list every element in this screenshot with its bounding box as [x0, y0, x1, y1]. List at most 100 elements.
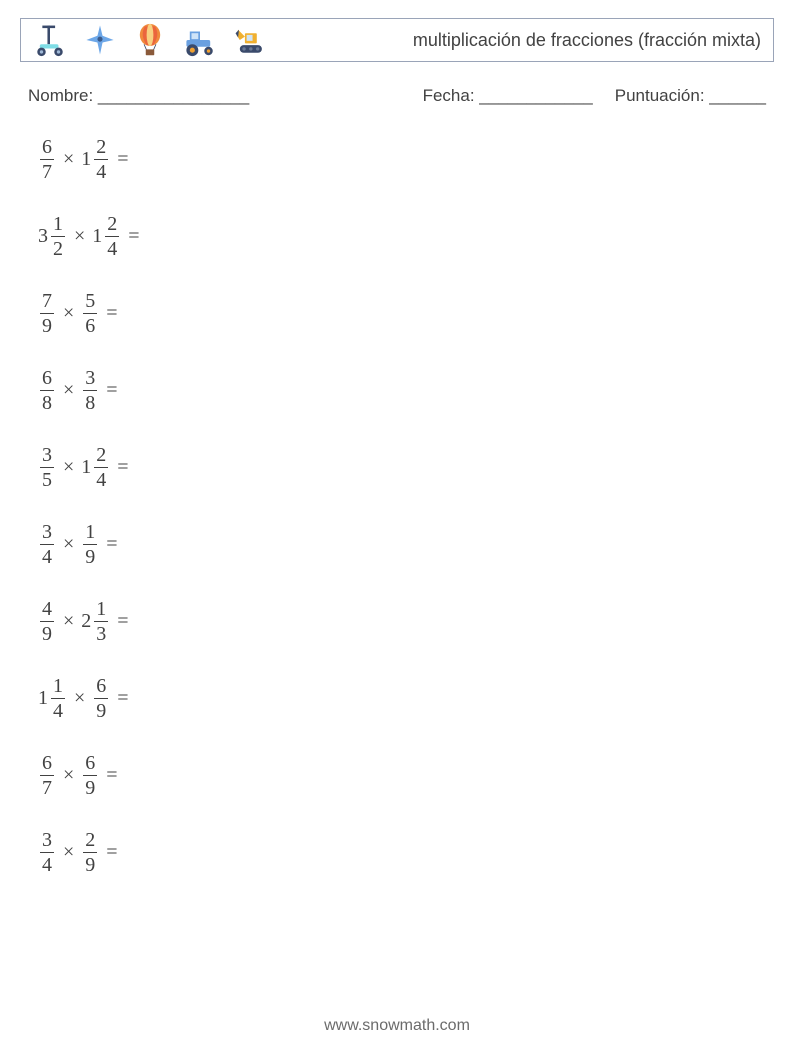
operator: ×: [63, 148, 74, 171]
numerator: 2: [94, 137, 108, 160]
denominator: 9: [83, 545, 97, 567]
tractor-icon: [183, 23, 217, 57]
fraction: 38: [83, 368, 97, 413]
equals-sign: =: [106, 841, 117, 864]
whole-number: 1: [92, 226, 102, 246]
numerator: 6: [40, 753, 54, 776]
operator: ×: [63, 610, 74, 633]
operator: ×: [63, 533, 74, 556]
denominator: 7: [40, 160, 54, 182]
operator: ×: [74, 687, 85, 710]
operator: ×: [63, 379, 74, 402]
problem-row: 68×38=: [38, 367, 774, 413]
numerator: 3: [40, 830, 54, 853]
denominator: 4: [51, 699, 65, 721]
denominator: 4: [94, 160, 108, 182]
denominator: 6: [83, 314, 97, 336]
equals-sign: =: [106, 533, 117, 556]
fraction: 49: [40, 599, 54, 644]
date-field: Fecha: ____________: [423, 86, 593, 106]
denominator: 5: [40, 468, 54, 490]
numerator: 4: [40, 599, 54, 622]
numerator: 1: [51, 676, 65, 699]
fraction: 14: [51, 676, 65, 721]
fraction: 67: [40, 137, 54, 182]
numerator: 3: [40, 445, 54, 468]
denominator: 4: [94, 468, 108, 490]
numerator: 2: [94, 445, 108, 468]
problem-row: 49 × 213 =: [38, 598, 774, 644]
denominator: 9: [83, 853, 97, 875]
fraction: 69: [94, 676, 108, 721]
fraction: 79: [40, 291, 54, 336]
operator: ×: [63, 841, 74, 864]
denominator: 8: [83, 391, 97, 413]
fraction: 34: [40, 522, 54, 567]
equals-sign: =: [106, 379, 117, 402]
operator: ×: [74, 225, 85, 248]
header-box: multiplicación de fracciones (fracción m…: [20, 18, 774, 62]
denominator: 4: [40, 545, 54, 567]
problem-row: 35 × 124 =: [38, 444, 774, 490]
numerator: 6: [94, 676, 108, 699]
denominator: 3: [94, 622, 108, 644]
denominator: 9: [40, 622, 54, 644]
operator: ×: [63, 764, 74, 787]
operator: ×: [63, 456, 74, 479]
fraction: 29: [83, 830, 97, 875]
denominator: 4: [105, 237, 119, 259]
fraction: 19: [83, 522, 97, 567]
denominator: 7: [40, 776, 54, 798]
fraction: 69: [83, 753, 97, 798]
numerator: 6: [40, 368, 54, 391]
equals-sign: =: [117, 148, 128, 171]
equals-sign: =: [117, 456, 128, 479]
whole-number: 1: [38, 688, 48, 708]
whole-number: 3: [38, 226, 48, 246]
problem-row: 34 × 29 =: [38, 829, 774, 875]
fraction: 12: [51, 214, 65, 259]
excavator-icon: [233, 23, 267, 57]
icons-row: [33, 23, 267, 57]
whole-number: 1: [81, 457, 91, 477]
fraction: 24: [94, 445, 108, 490]
score-field: Puntuación: ______: [615, 86, 766, 106]
equals-sign: =: [106, 302, 117, 325]
fraction: 24: [94, 137, 108, 182]
equals-sign: =: [117, 610, 128, 633]
problem-row: 114×69=: [38, 675, 774, 721]
fraction: 56: [83, 291, 97, 336]
numerator: 6: [40, 137, 54, 160]
balloon-icon: [133, 23, 167, 57]
denominator: 4: [40, 853, 54, 875]
denominator: 8: [40, 391, 54, 413]
denominator: 9: [83, 776, 97, 798]
airplane-icon: [83, 23, 117, 57]
fraction: 24: [105, 214, 119, 259]
problem-row: 79 × 56 =: [38, 290, 774, 336]
numerator: 2: [83, 830, 97, 853]
name-field: Nombre: ________________: [28, 86, 249, 106]
fraction: 34: [40, 830, 54, 875]
numerator: 1: [94, 599, 108, 622]
operator: ×: [63, 302, 74, 325]
fraction: 68: [40, 368, 54, 413]
meta-row: Nombre: ________________ Fecha: ________…: [20, 86, 774, 106]
numerator: 2: [105, 214, 119, 237]
denominator: 9: [40, 314, 54, 336]
equals-sign: =: [106, 764, 117, 787]
problem-row: 67×69=: [38, 752, 774, 798]
numerator: 1: [51, 214, 65, 237]
denominator: 2: [51, 237, 65, 259]
whole-number: 1: [81, 149, 91, 169]
footer-link: www.snowmath.com: [0, 1017, 794, 1035]
scooter-icon: [33, 23, 67, 57]
denominator: 9: [94, 699, 108, 721]
numerator: 7: [40, 291, 54, 314]
problems-list: 67×124=312×124=79×56=68×38=35×124=34×19=…: [20, 136, 774, 875]
problem-row: 34 × 19 =: [38, 521, 774, 567]
whole-number: 2: [81, 611, 91, 631]
fraction: 67: [40, 753, 54, 798]
numerator: 1: [83, 522, 97, 545]
worksheet-title: multiplicación de fracciones (fracción m…: [413, 30, 761, 51]
